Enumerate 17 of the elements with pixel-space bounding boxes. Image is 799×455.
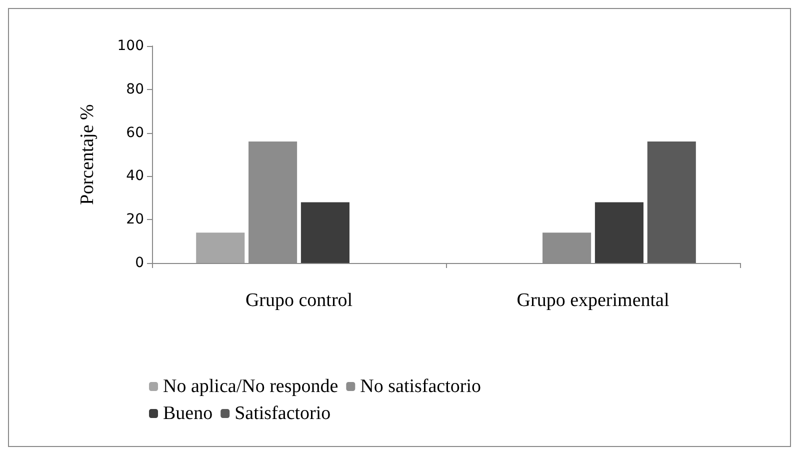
bar	[196, 232, 245, 263]
x-tick-label: Grupo experimental	[516, 290, 670, 311]
bar	[300, 202, 350, 263]
legend-label: No aplica/No responde	[163, 376, 338, 397]
legend-label: Bueno	[163, 403, 213, 424]
legend-label: Satisfactorio	[234, 403, 331, 424]
bar	[647, 141, 696, 263]
bar	[594, 202, 644, 263]
y-tick-label: 100	[117, 38, 144, 54]
y-tick-label: 0	[135, 255, 144, 271]
y-tick-label: 40	[126, 168, 144, 184]
y-tick-label: 80	[126, 81, 144, 98]
legend-label: No satisfactorio	[360, 376, 481, 397]
y-tick-label: 20	[126, 212, 144, 228]
y-axis-title: Porcentaje %	[77, 104, 98, 205]
x-tick-label: Grupo control	[245, 290, 353, 311]
y-tick-label: 60	[126, 124, 144, 141]
